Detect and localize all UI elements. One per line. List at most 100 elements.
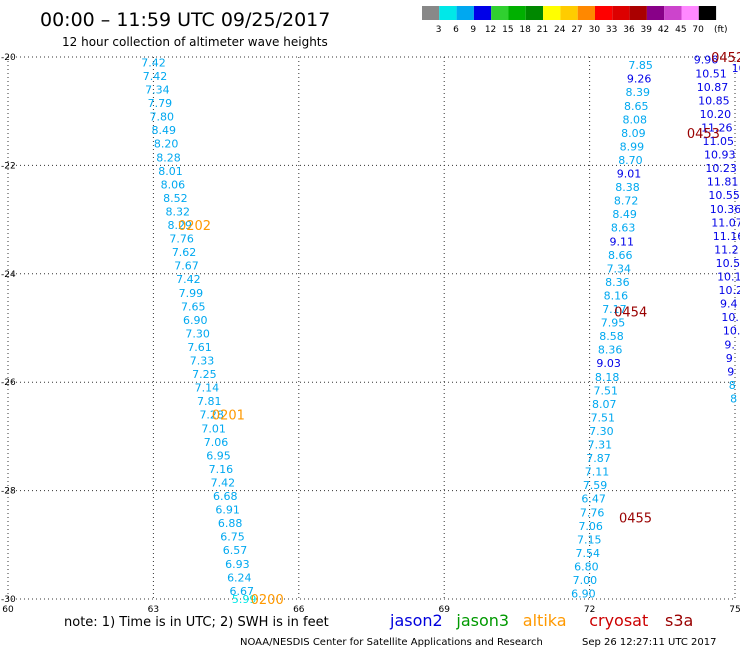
wave-height-value: 8.49 [612,208,637,221]
colorbar-swatch [525,6,544,20]
wave-height-value: 10.87 [697,81,729,94]
wave-height-value: 7.15 [577,533,602,546]
colorbar-label: 42 [658,25,669,35]
colorbar-unit: (ft) [714,25,728,35]
wave-height-value: 7.87 [586,452,611,465]
colorbar-swatch [491,6,509,20]
wave-height-value: 8.08 [623,113,648,126]
wave-height-value: 8.99 [620,140,645,153]
wave-height-value: 7.42 [176,273,201,286]
wave-height-value: 7.17 [602,303,627,316]
time-label: 0454 [614,306,647,321]
wave-height-value: 7.65 [181,300,206,313]
x-tick-label: 60 [2,605,14,615]
wave-height-value: 10.51 [695,67,727,80]
wave-height-value: 10.93 [704,149,736,162]
wave-height-value: 6.93 [225,558,250,571]
wave-height-value: 7.33 [190,355,215,368]
time-label: 0200 [251,593,284,608]
wave-height-value: 9.11 [609,235,634,248]
wave-height-value: 8.70 [618,154,643,167]
wave-height-value: 8.39 [625,86,650,99]
wave-height-value: 7.30 [185,327,210,340]
colorbar-swatch [456,6,474,20]
wave-height-value: 8.01 [158,165,183,178]
wave-height-value: 6.95 [206,449,231,462]
wave-height-value: 9. [724,338,735,351]
colorbar-swatch [577,6,595,20]
wave-height-value: 6.75 [220,531,245,544]
wave-height-value: 10.85 [698,94,730,107]
wave-height-value: 7.00 [573,574,598,587]
wave-height-value: 7.06 [578,520,603,533]
wave-height-value: 7.28 [199,409,224,422]
chart-subtitle: 12 hour collection of altimeter wave hei… [62,35,328,49]
x-tick-label: 66 [293,605,305,615]
time-label: 0452 [711,51,740,66]
wave-height-value: 11.05 [703,135,735,148]
wave-height-value: 7.06 [204,436,229,449]
wave-height-value: 8.66 [608,249,633,262]
wave-height-value: 7.61 [187,341,212,354]
colorbar-swatch [595,6,613,20]
colorbar-swatch [422,6,440,20]
colorbar-label: 27 [571,25,582,35]
satellite-legend: jason2 jason3 altika cryosat s3a [389,611,693,630]
wave-height-value: 7.62 [172,246,197,259]
wave-height-value: 8.29 [167,219,192,232]
wave-height-value: 7.16 [209,463,234,476]
colorbar-label: 30 [589,25,601,35]
colorbar-swatch [646,6,665,20]
time-label: 0202 [178,219,211,234]
wave-height-value: 10. [721,311,739,324]
wave-height-value: 10.1 [717,271,740,284]
wave-height-value: 7.99 [179,287,204,300]
wave-height-value: 8.36 [605,276,630,289]
wave-height-value: 7.14 [195,382,220,395]
satellite-legend-item: jason3 [455,611,509,630]
wave-height-value: 5.99 [232,593,257,606]
wave-height-value: 8.58 [599,330,624,343]
wave-height-value: 10 [732,62,740,75]
wave-height-value: 8.06 [161,178,186,191]
wave-height-value: 7.42 [141,56,166,69]
wave-height-value: 8.65 [624,100,649,113]
wave-height-value: 7.85 [628,59,653,72]
wave-height-value: 6.90 [183,314,208,327]
wave-height-value: 10.36 [710,203,740,216]
wave-height-value: 10. [723,325,740,338]
x-tick-label: 72 [584,605,595,615]
colorbar-label: 33 [606,25,617,35]
wave-height-value: 8.38 [615,181,640,194]
time-label: 0201 [212,409,245,424]
wave-height-value: 8.63 [611,222,636,235]
wave-height-value: 7.76 [169,233,194,246]
wave-height-value: 7.79 [148,97,173,110]
colorbar-swatch [698,6,717,20]
wave-height-value: 7.11 [585,466,610,479]
wave-height-value: 10.23 [705,162,737,175]
wave-height-value: 8.52 [163,192,188,205]
satellite-legend-item: s3a [665,611,693,630]
wave-height-value: 9.26 [627,73,652,86]
wave-height-value: 8.18 [595,371,620,384]
colorbar-label: 45 [675,25,686,35]
footer-timestamp: Sep 26 12:27:11 UTC 2017 [582,637,716,648]
colorbar-label: 24 [554,25,566,35]
wave-height-value: 8.72 [614,195,639,208]
wave-height-value: 11.2 [714,243,739,256]
colorbar-swatch [629,6,647,20]
wave-height-value: 8 [730,392,737,405]
wave-height-value: 7.42 [143,70,168,83]
wave-height-value: 8.36 [598,344,623,357]
wave-height-value: 9.96 [694,54,719,67]
colorbar-swatch [612,6,630,20]
y-tick-label: -20 [1,53,16,63]
wave-height-value: 9.03 [596,357,621,370]
wave-height-value: 6.68 [213,490,238,503]
wave-height-value: 7.34 [145,84,170,97]
colorbar-swatch [664,6,682,20]
wave-height-value: 9.01 [617,168,642,181]
wave-height-value: 7.34 [607,262,632,275]
time-label: 0453 [687,127,720,142]
